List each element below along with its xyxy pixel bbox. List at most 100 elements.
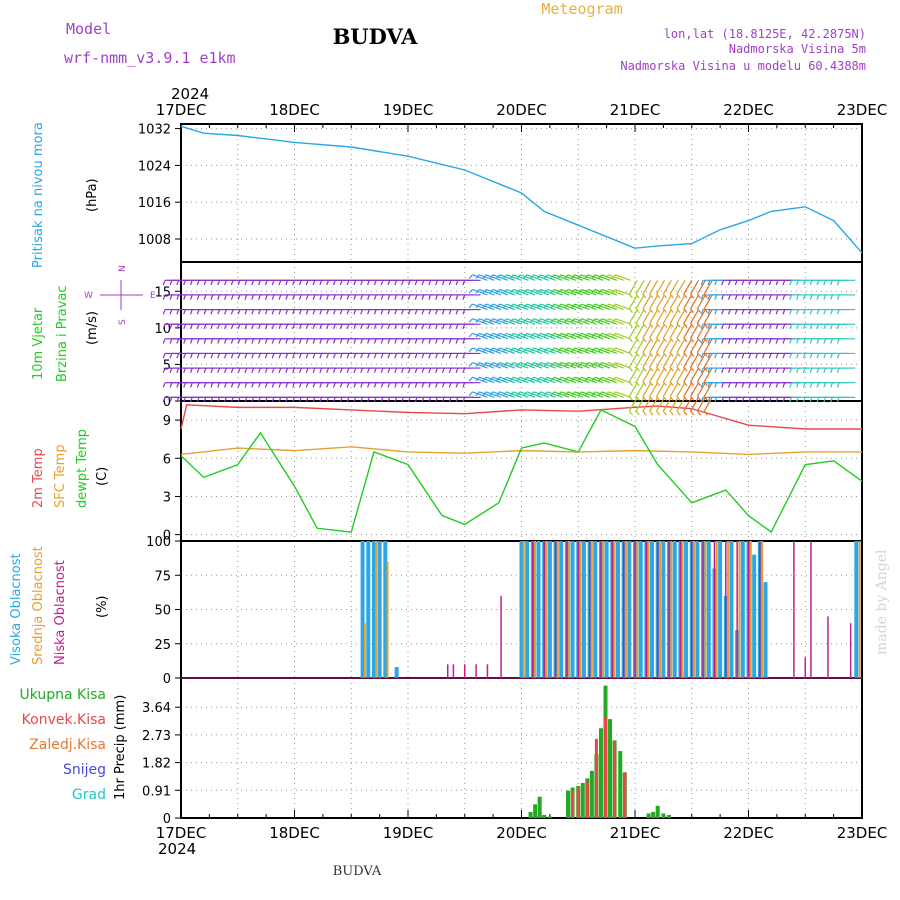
wind-barb-flag	[224, 323, 227, 330]
wind-barb-flag	[816, 397, 820, 403]
wind-barb-flag	[489, 362, 494, 367]
low-cloud-bar	[849, 623, 852, 678]
wind-barb	[581, 376, 597, 384]
wind-barb	[601, 362, 618, 369]
total-precip-bar	[566, 790, 571, 818]
wind-barb-flag	[373, 294, 377, 300]
wind-barb	[683, 309, 693, 324]
wind-barb	[587, 303, 604, 311]
wind-barb-flag	[230, 367, 234, 373]
wind-barb-flag	[462, 353, 466, 359]
wind-barb-flag	[762, 367, 765, 373]
wind-barb-flag	[468, 347, 473, 353]
wind-barb-flag	[676, 366, 681, 372]
wind-barb-flag	[502, 376, 507, 382]
wind-barb-flag	[591, 303, 596, 309]
wind-barb	[587, 362, 604, 369]
wind-barb-flag	[570, 376, 576, 382]
wind-barb-flag	[557, 376, 562, 382]
wind-barb-flag	[305, 353, 309, 359]
wind-barb-flag	[230, 309, 234, 315]
wind-barb-flag	[796, 323, 799, 330]
wind-barb	[642, 382, 652, 397]
wind-barb-flag	[796, 309, 799, 315]
wind-barb-flag	[251, 382, 255, 388]
wind-barb-flag	[796, 382, 799, 388]
wind-barb-flag	[703, 323, 708, 328]
low-cloud-bar	[747, 541, 750, 678]
bottom-date-label: 18DEC	[269, 824, 320, 842]
compass-n: N	[118, 265, 128, 272]
wind-barb-flag	[183, 280, 186, 286]
wind-barb-flag	[830, 294, 833, 300]
wind-barb-flag	[669, 410, 674, 416]
wind-barb-flag	[448, 397, 452, 403]
wind-barb-flag	[662, 396, 667, 401]
pressure-ylabels: Pritisak na nivou mora (hPa)	[31, 122, 100, 268]
wind-barb-flag	[577, 303, 582, 309]
wind-barb	[547, 332, 563, 340]
wind-barb-flag	[189, 338, 193, 344]
wind-barb-flag	[278, 323, 282, 330]
wind-barb-flag	[210, 323, 214, 330]
wind-barb-flag	[550, 303, 555, 309]
wind-barb-flag	[271, 338, 275, 344]
wind-barb-flag	[598, 303, 603, 309]
wind-barb	[513, 318, 529, 325]
wind-barb-flag	[319, 338, 323, 344]
wind-barb-flag	[543, 289, 548, 294]
wind-barb-flag	[584, 289, 589, 294]
wind-barb-flag	[258, 353, 261, 359]
wind-barb-flag	[319, 353, 323, 359]
low-cloud-bar	[668, 541, 670, 678]
mid-cloud-bar	[545, 541, 548, 678]
wind-barb	[628, 294, 638, 310]
wind-barb	[492, 274, 509, 281]
wind-barb-flag	[809, 280, 813, 286]
wind-barb-flag	[557, 362, 562, 367]
wind-barb	[567, 318, 583, 325]
wind-barb	[587, 332, 604, 340]
wind-barb	[526, 347, 543, 355]
wind-barb-flag	[217, 309, 221, 315]
bottom-date-label: 19DEC	[383, 824, 434, 842]
wind-barb-flag	[237, 280, 241, 286]
mid-cloud-bar	[858, 541, 861, 678]
wind-barb-flag	[683, 308, 688, 313]
wind-barb	[676, 323, 686, 339]
wind-barb	[649, 279, 659, 295]
wind-barb-flag	[543, 362, 548, 367]
wind-barb-flag	[435, 353, 438, 359]
wind-barb-flag	[421, 353, 425, 359]
wind-barb-flag	[676, 323, 681, 328]
wind-barb-flag	[802, 294, 806, 300]
wind-barb	[601, 376, 618, 384]
wind-barb-flag	[448, 309, 452, 315]
wind-barb-flag	[635, 410, 640, 416]
wind-barb-flag	[387, 397, 391, 403]
wind-barb	[574, 391, 590, 398]
mid-cloud-bar	[647, 541, 650, 678]
wind-barb-flag	[809, 294, 813, 300]
wind-ylabel-2: Brzina i Pravac	[55, 285, 70, 382]
wind-barb-flag	[319, 280, 323, 286]
wind-barb-flag	[407, 353, 411, 359]
wind-barb-flag	[676, 293, 681, 299]
wind-barb	[615, 318, 631, 325]
wind-barb	[567, 347, 583, 355]
wind-barb-flag	[468, 274, 473, 280]
wind-barb	[676, 309, 686, 324]
total-precip-bar	[580, 783, 585, 818]
wind-barb	[472, 362, 488, 369]
wind-barb-flag	[468, 332, 473, 338]
wind-barb	[655, 279, 666, 295]
wind-barb-flag	[683, 352, 688, 357]
wind-barb-flag	[570, 318, 576, 323]
compass-s: S	[118, 319, 128, 325]
wind-barb-flag	[183, 294, 186, 300]
wind-barb	[696, 367, 706, 383]
wind-barb-flag	[707, 367, 711, 373]
wind-barb-flag	[789, 353, 793, 359]
wind-barb	[690, 309, 700, 324]
wind-barb-flag	[468, 362, 473, 367]
